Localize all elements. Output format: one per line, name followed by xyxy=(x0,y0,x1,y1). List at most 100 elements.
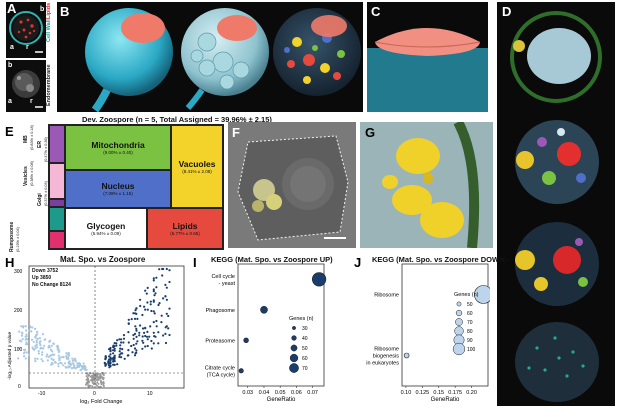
volcano-point-down xyxy=(30,330,33,333)
volcano-point-up xyxy=(112,359,115,362)
nucleus-value: (7.09% ± 1.15) xyxy=(103,191,133,196)
plot-frame xyxy=(401,263,489,387)
panel-h-letter: H xyxy=(5,255,15,270)
volcano-point-nochange xyxy=(87,381,90,384)
legend-dot xyxy=(292,326,296,330)
volcano-point-up xyxy=(144,345,147,348)
volcano-point-down xyxy=(25,341,28,344)
volcano-point-down xyxy=(60,356,63,359)
volcano-point-up xyxy=(103,362,106,365)
legend-dot xyxy=(290,344,298,352)
volcano-point-down xyxy=(22,326,25,329)
volcano-point-nochange xyxy=(100,375,103,378)
vacuoles-value: (8.41% ± 2.08) xyxy=(182,168,212,174)
panel-f-tem-image xyxy=(228,122,356,248)
volcano-point-up xyxy=(118,350,121,353)
volcano-point-nochange xyxy=(85,378,88,381)
volcano-point-up xyxy=(127,341,130,344)
volcano-point-up xyxy=(135,349,138,352)
h-ytick-200: 200 xyxy=(14,308,23,314)
volcano-point-down xyxy=(44,338,47,341)
volcano-point-down xyxy=(58,357,61,360)
volcano-point-up xyxy=(108,355,111,358)
volcano-point-up xyxy=(162,297,165,300)
volcano-point-up xyxy=(112,352,115,355)
volcano-point-up xyxy=(165,312,168,315)
legend-dot xyxy=(456,301,462,307)
glycogen-value: (5.94% ± 0.09) xyxy=(91,230,121,236)
volcano-point-nochange xyxy=(93,383,96,386)
volcano-point-down xyxy=(74,367,77,370)
panel-e-vesicles-label: Vesicles xyxy=(23,166,29,186)
volcano-point-up xyxy=(164,283,167,286)
volcano-point-up xyxy=(165,267,168,271)
x-tick-label: 0.10 xyxy=(401,390,412,396)
volcano-point-down xyxy=(21,332,24,335)
volcano-point-up xyxy=(120,341,123,344)
volcano-point-up xyxy=(149,303,152,306)
kegg-dot xyxy=(403,352,410,359)
panel-e-vesicles-value: (0.38% ± 0.08) xyxy=(30,161,34,186)
volcano-point-down xyxy=(67,351,70,355)
volcano-point-up xyxy=(152,331,155,334)
volcano-point-up xyxy=(158,302,161,305)
volcano-point-down xyxy=(57,354,60,357)
volcano-point-down xyxy=(65,356,68,359)
legend-size-label: 90 xyxy=(467,338,473,344)
volcano-point-up xyxy=(155,286,158,289)
panel-a-top-image xyxy=(6,2,46,58)
volcano-point-up xyxy=(168,333,171,337)
volcano-point-nochange xyxy=(97,382,100,385)
volcano-point-down xyxy=(41,333,45,336)
volcano-point-up xyxy=(107,361,110,364)
panel-a-mark-a-top: a xyxy=(10,44,14,51)
volcano-point-nochange xyxy=(97,385,100,388)
volcano-point-up xyxy=(158,268,161,271)
volcano-point-down xyxy=(71,357,74,360)
volcano-point-up xyxy=(143,331,146,334)
volcano-point-up xyxy=(116,339,119,342)
volcano-point-up xyxy=(141,339,144,342)
volcano-point-nochange xyxy=(96,373,99,376)
volcano-point-up xyxy=(144,289,147,292)
volcano-point-up xyxy=(141,313,144,317)
panel-b-renderings xyxy=(57,2,363,112)
volcano-point-up xyxy=(165,298,168,301)
volcano-point-up xyxy=(134,325,137,328)
volcano-point-down xyxy=(23,355,26,358)
legend-size-label: 80 xyxy=(467,329,473,335)
volcano-point-nochange xyxy=(102,378,105,381)
mitochondria-name: Mitochondria xyxy=(91,139,145,150)
volcano-point-nochange xyxy=(96,375,99,378)
nucleus-name: Nucleus xyxy=(101,181,135,191)
volcano-point-down xyxy=(70,367,73,370)
volcano-point-up xyxy=(118,353,121,356)
legend-dot xyxy=(454,326,464,336)
volcano-point-nochange xyxy=(89,384,92,387)
x-tick-label: 0.07 xyxy=(307,390,318,396)
panel-d-letter: D xyxy=(502,4,512,19)
h-xlabel: log₂ Fold Change xyxy=(80,399,123,405)
panel-a-bottom-image xyxy=(6,60,46,112)
volcano-point-up xyxy=(121,348,124,351)
volcano-point-nochange xyxy=(85,382,88,385)
volcano-point-down xyxy=(26,338,29,341)
volcano-point-up xyxy=(122,341,125,344)
volcano-point-up xyxy=(109,364,112,367)
volcano-point-down xyxy=(39,340,42,343)
volcano-point-up xyxy=(157,331,160,334)
volcano-point-up xyxy=(136,317,139,320)
plot-frame xyxy=(237,263,325,387)
volcano-point-up xyxy=(165,286,168,289)
volcano-point-up xyxy=(145,335,149,338)
volcano-point-up xyxy=(139,324,142,327)
x-tick-label: 0.15 xyxy=(433,390,444,396)
volcano-point-up xyxy=(164,295,167,298)
h-ytick-100: 100 xyxy=(14,347,23,353)
volcano-point-nochange xyxy=(91,385,94,388)
panel-h-volcano-plot: 0 100 200 300 -10 0 10 log₂ Fold Change … xyxy=(7,265,185,405)
volcano-point-up xyxy=(130,318,133,321)
legend-size-label: 40 xyxy=(302,336,308,342)
legend-title: Genes (n) xyxy=(454,292,479,298)
glycogen-name: Glycogen xyxy=(86,220,126,231)
